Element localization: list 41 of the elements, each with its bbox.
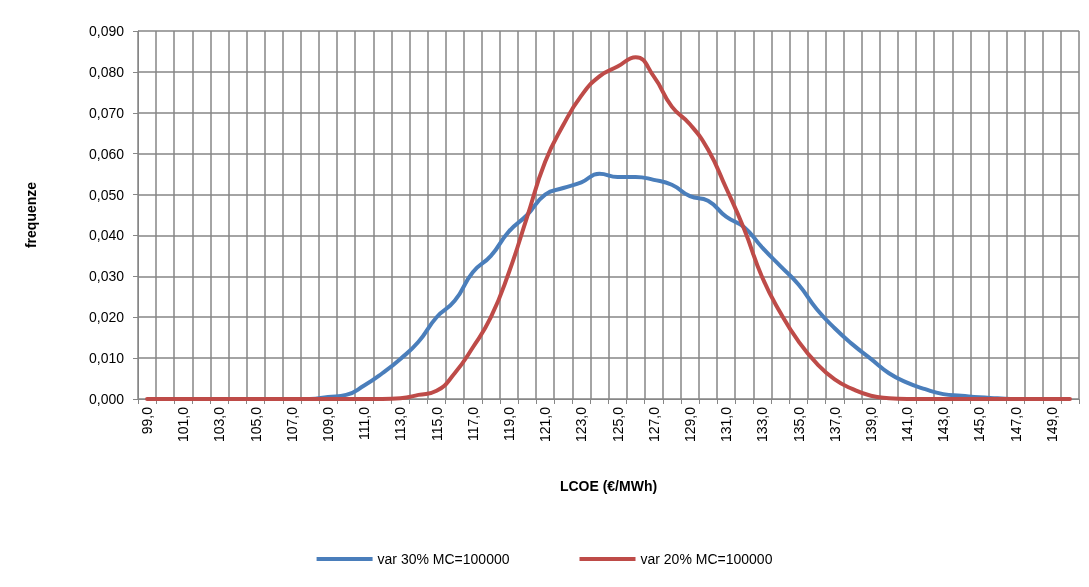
x-tick-label: 117,0 [464, 406, 481, 441]
x-tick-label: 111,0 [356, 406, 373, 440]
line-series [145, 55, 1072, 401]
legend-label: var 30% MC=100000 [377, 551, 510, 567]
x-tick-label: 129,0 [681, 406, 698, 443]
y-tick-label: 0,070 [88, 104, 125, 121]
x-tick-label: 103,0 [211, 406, 228, 443]
x-tick-label: 147,0 [1007, 406, 1024, 443]
x-tick-label: 113,0 [392, 406, 409, 441]
y-tick-label: 0,050 [88, 186, 125, 203]
x-tick-label: 121,0 [537, 406, 554, 443]
x-tick-label: 139,0 [862, 406, 879, 443]
x-tick-label: 145,0 [971, 406, 988, 443]
x-tick-label: 105,0 [247, 406, 264, 443]
x-tick-label: 135,0 [790, 406, 807, 443]
x-tick-label: 115,0 [428, 406, 445, 441]
y-tick-label: 0,090 [88, 23, 125, 39]
y-tick-label: 0,010 [88, 350, 125, 367]
x-tick-label: 143,0 [935, 406, 952, 443]
x-tick-label: 141,0 [899, 406, 916, 443]
x-tick-label: 101,0 [175, 406, 192, 443]
x-tick-label: 133,0 [754, 406, 771, 443]
legend-label: var 20% MC=100000 [640, 551, 773, 567]
x-tick-label: 149,0 [1043, 406, 1060, 443]
y-axis-title: frequenze [23, 181, 39, 249]
y-tick-label: 0,080 [88, 63, 125, 80]
x-tick-label: 123,0 [573, 406, 590, 443]
x-tick-label: 107,0 [283, 406, 300, 443]
y-tick-label: 0,060 [88, 145, 125, 162]
x-tick-label: 119,0 [500, 406, 517, 441]
y-tick-label: 0,020 [88, 309, 125, 326]
x-tick-label: 137,0 [826, 406, 843, 443]
y-tick-label: 0,000 [88, 391, 125, 407]
x-axis-title: LCOE (€/MWh) [559, 478, 658, 494]
x-tick-label: 127,0 [645, 406, 662, 443]
y-tick-label: 0,030 [88, 268, 125, 285]
x-tick-label: 131,0 [718, 406, 735, 443]
x-tick-label: 109,0 [320, 406, 337, 443]
x-tick-label: 99,0 [139, 406, 156, 435]
y-tick-label: 0,040 [88, 227, 125, 244]
x-tick-label: 125,0 [609, 406, 626, 443]
